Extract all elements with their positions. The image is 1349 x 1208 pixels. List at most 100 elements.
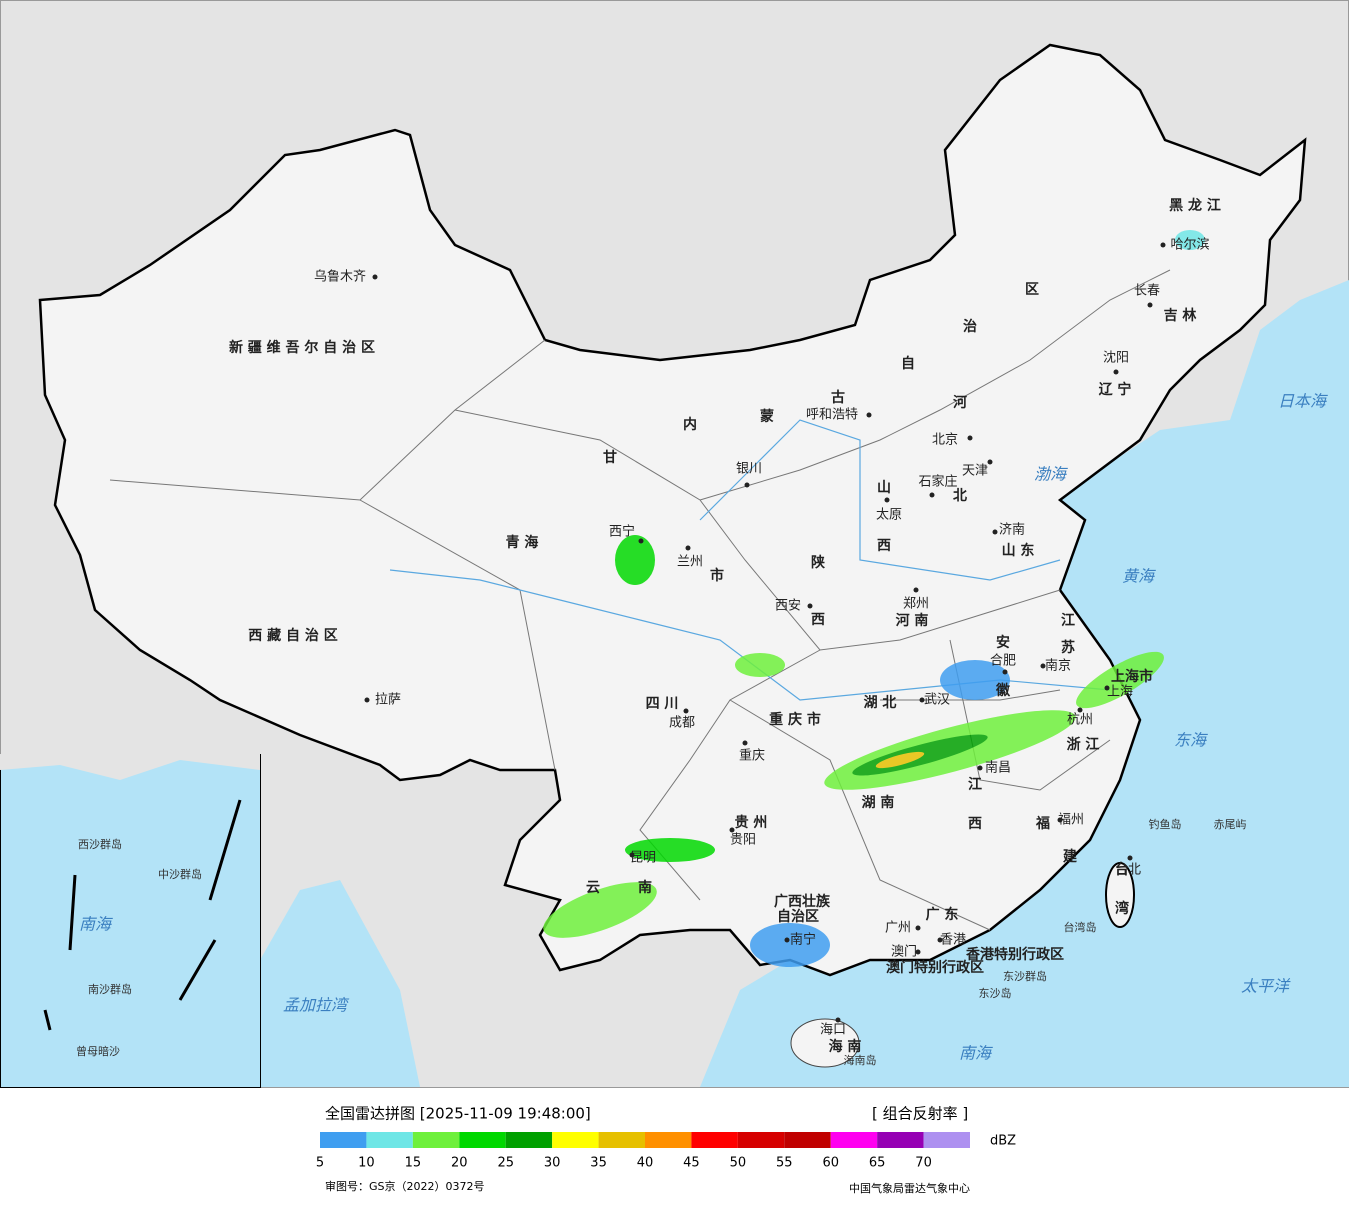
city-label: 澳门	[891, 944, 917, 960]
legend-tick-label: 60	[822, 1156, 839, 1171]
legend-swatch	[320, 1132, 367, 1148]
city-label: 长春	[1134, 284, 1160, 299]
city-dot	[915, 949, 921, 955]
island-label: 南沙群岛	[88, 982, 132, 996]
city-dot	[1113, 369, 1119, 375]
legend-tick-label: 45	[683, 1156, 700, 1171]
sea-label: 南海	[79, 915, 113, 934]
province-label: 山 东	[1002, 542, 1035, 559]
city-dot	[884, 497, 890, 503]
city-label: 南昌	[985, 760, 1011, 776]
island-label: 东沙岛	[979, 986, 1012, 1000]
city-dot	[683, 708, 689, 714]
legend-swatch	[784, 1132, 831, 1148]
province-label: 贵 州	[735, 814, 768, 831]
province-label: 北	[953, 488, 967, 504]
legend-tick-label: 55	[776, 1156, 793, 1171]
province-label: 山	[877, 480, 891, 496]
province-label: 广西壮族	[774, 893, 831, 910]
province-label: 台	[1115, 861, 1129, 878]
legend-swatch	[598, 1132, 645, 1148]
sea-label: 东海	[1174, 731, 1208, 750]
legend-tick-label: 15	[405, 1156, 422, 1171]
legend-tick-label: 5	[316, 1156, 324, 1171]
city-label: 乌鲁木齐	[314, 269, 366, 285]
province-label: 自治区	[777, 908, 819, 925]
sea	[700, 280, 1349, 1087]
legend-swatch	[830, 1132, 878, 1148]
legend-swatch	[505, 1132, 553, 1148]
city-dot	[987, 459, 993, 465]
legend-swatch	[366, 1132, 413, 1148]
island-label: 西沙群岛	[78, 837, 122, 851]
province-label: 治	[963, 318, 977, 335]
city-dot	[807, 603, 813, 609]
province-label: 建	[1063, 848, 1077, 865]
province-label: 云	[586, 880, 600, 896]
bay-of-bengal	[260, 880, 420, 1087]
city-label: 台北	[1115, 863, 1141, 878]
province-label: 内	[683, 416, 697, 433]
city-dot	[729, 827, 735, 833]
city-dot	[1104, 685, 1110, 691]
city-label: 西宁	[609, 524, 635, 540]
legend-tick-label: 20	[451, 1156, 468, 1171]
province-label: 福	[1035, 815, 1050, 832]
province-label: 广 东	[926, 906, 959, 923]
island-label: 东沙群岛	[1003, 969, 1047, 983]
sea-label: 南海	[959, 1044, 993, 1063]
approval: 审图号：GS京（2022）0372号	[325, 1179, 485, 1193]
legend-tick-label: 35	[590, 1156, 607, 1171]
city-dot	[919, 697, 925, 703]
city-dot	[937, 937, 943, 943]
province-label: 西 藏 自 治 区	[248, 627, 338, 644]
city-label: 兰州	[677, 555, 703, 570]
inset-land	[0, 754, 260, 780]
city-dot	[913, 587, 919, 593]
province-label: 黑 龙 江	[1169, 197, 1221, 214]
legend-unit: dBZ	[990, 1134, 1016, 1149]
city-dot	[1160, 242, 1166, 248]
legend-swatch	[923, 1132, 970, 1148]
city-label: 南宁	[790, 932, 816, 948]
legend-swatch	[645, 1132, 692, 1148]
province-label: 四 川	[646, 696, 679, 712]
city-dot	[638, 538, 644, 544]
hainan	[790, 1018, 860, 1068]
province-label: 河 南	[896, 612, 929, 629]
city-label: 太原	[876, 508, 902, 523]
province-label: 江	[1061, 612, 1075, 629]
city-dot	[685, 545, 691, 551]
island-label: 赤尾屿	[1214, 818, 1247, 831]
product: [ 组合反射率 ]	[872, 1105, 968, 1123]
city-label: 呼和浩特	[806, 408, 858, 423]
island-label: 曾母暗沙	[76, 1044, 120, 1058]
city-dot	[977, 765, 983, 771]
inset-frame	[0, 754, 261, 1088]
city-label: 北京	[932, 433, 958, 448]
city-dot	[372, 274, 378, 280]
province-label: 西	[968, 816, 982, 832]
province-label: 南	[638, 879, 652, 896]
province-label: 湖 南	[862, 794, 895, 811]
province-label: 自	[901, 355, 915, 372]
city-label: 银川	[736, 462, 762, 477]
legend-swatch	[552, 1132, 599, 1148]
legend-swatch	[691, 1132, 738, 1148]
city-label: 杭州	[1067, 713, 1093, 728]
province-label: 安	[996, 634, 1010, 651]
city-dot	[1040, 663, 1046, 669]
city-dot	[866, 412, 872, 418]
legend-swatch	[877, 1132, 924, 1148]
province-label: 古	[831, 389, 845, 406]
sea-label: 黄海	[1122, 567, 1156, 586]
province-label: 陕	[811, 554, 825, 571]
city-label: 沈阳	[1103, 351, 1129, 366]
city-label: 哈尔滨	[1170, 237, 1209, 253]
province-label: 市	[710, 567, 724, 584]
province-label: 湾	[1115, 900, 1129, 917]
province-label: 河	[953, 394, 967, 411]
city-dot	[915, 925, 921, 931]
legend-tick-label: 30	[544, 1156, 561, 1171]
